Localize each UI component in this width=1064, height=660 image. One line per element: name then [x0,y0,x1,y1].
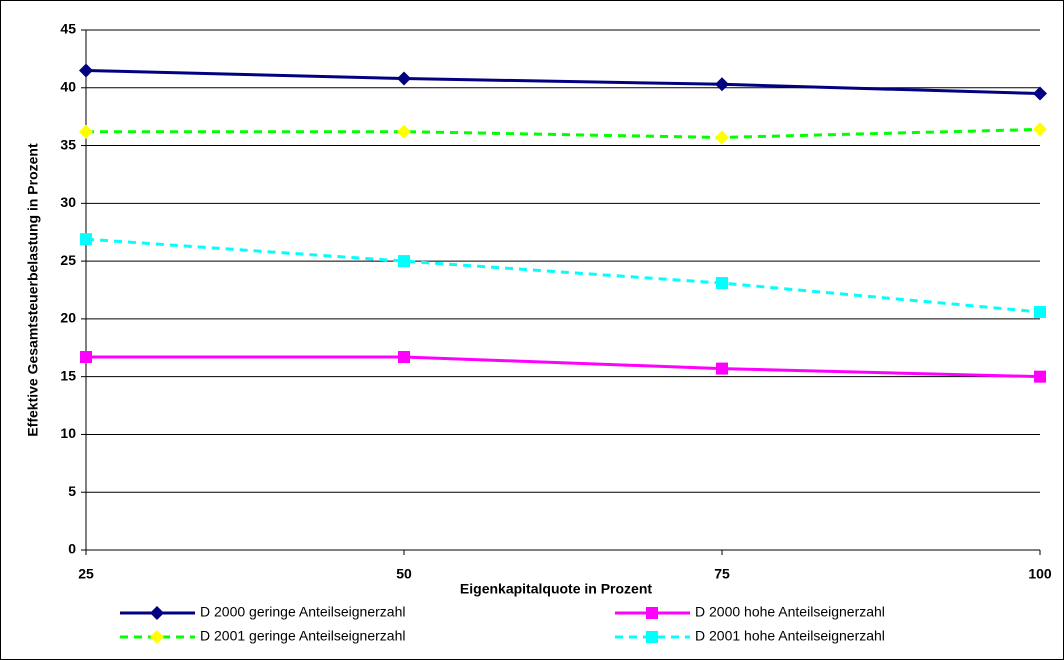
data-point [80,233,92,246]
data-point [80,351,92,364]
data-point [716,362,728,375]
y-tick-label: 15 [60,367,76,383]
data-point [1034,370,1046,383]
data-point [715,77,729,92]
y-tick-label: 0 [68,541,76,557]
series-line [86,355,1041,379]
data-point [1033,122,1047,137]
data-point [398,255,410,268]
data-point [79,124,93,139]
y-tick-label: 5 [68,483,76,499]
series-line [85,237,1041,314]
legend-label: D 2000 hohe Anteilseignerzahl [695,604,885,620]
x-tick-label: 75 [714,566,730,582]
legend-marker [646,607,658,619]
series-line [85,68,1041,96]
legend-label: D 2001 hohe Anteilseignerzahl [695,628,885,644]
y-tick-label: 25 [60,252,76,268]
y-tick-label: 20 [60,310,76,326]
y-tick-label: 45 [60,21,76,37]
y-tick-label: 10 [60,425,76,441]
legend-label: D 2001 geringe Anteilseignerzahl [200,628,405,644]
x-axis-label: Eigenkapitalquote in Prozent [460,581,652,597]
legend-label: D 2000 geringe Anteilseignerzahl [200,604,405,620]
data-point [1034,305,1046,318]
x-tick-label: 25 [78,566,94,582]
x-tick-label: 50 [396,566,412,582]
legend-marker [646,631,658,643]
series-line [86,127,1041,139]
data-point [716,277,728,290]
y-tick-label: 40 [60,78,76,94]
y-tick-label: 35 [60,136,76,152]
data-point [79,63,93,78]
y-tick-label: 30 [60,194,76,210]
data-point [715,130,729,145]
data-point [397,124,411,139]
data-point [397,71,411,86]
x-tick-label: 100 [1028,566,1052,582]
y-axis-label: Effektive Gesamtsteuerbelastung in Proze… [25,143,41,437]
legend-marker [150,606,164,620]
legend-marker [150,630,164,644]
data-point [398,351,410,364]
data-point [1033,86,1047,101]
